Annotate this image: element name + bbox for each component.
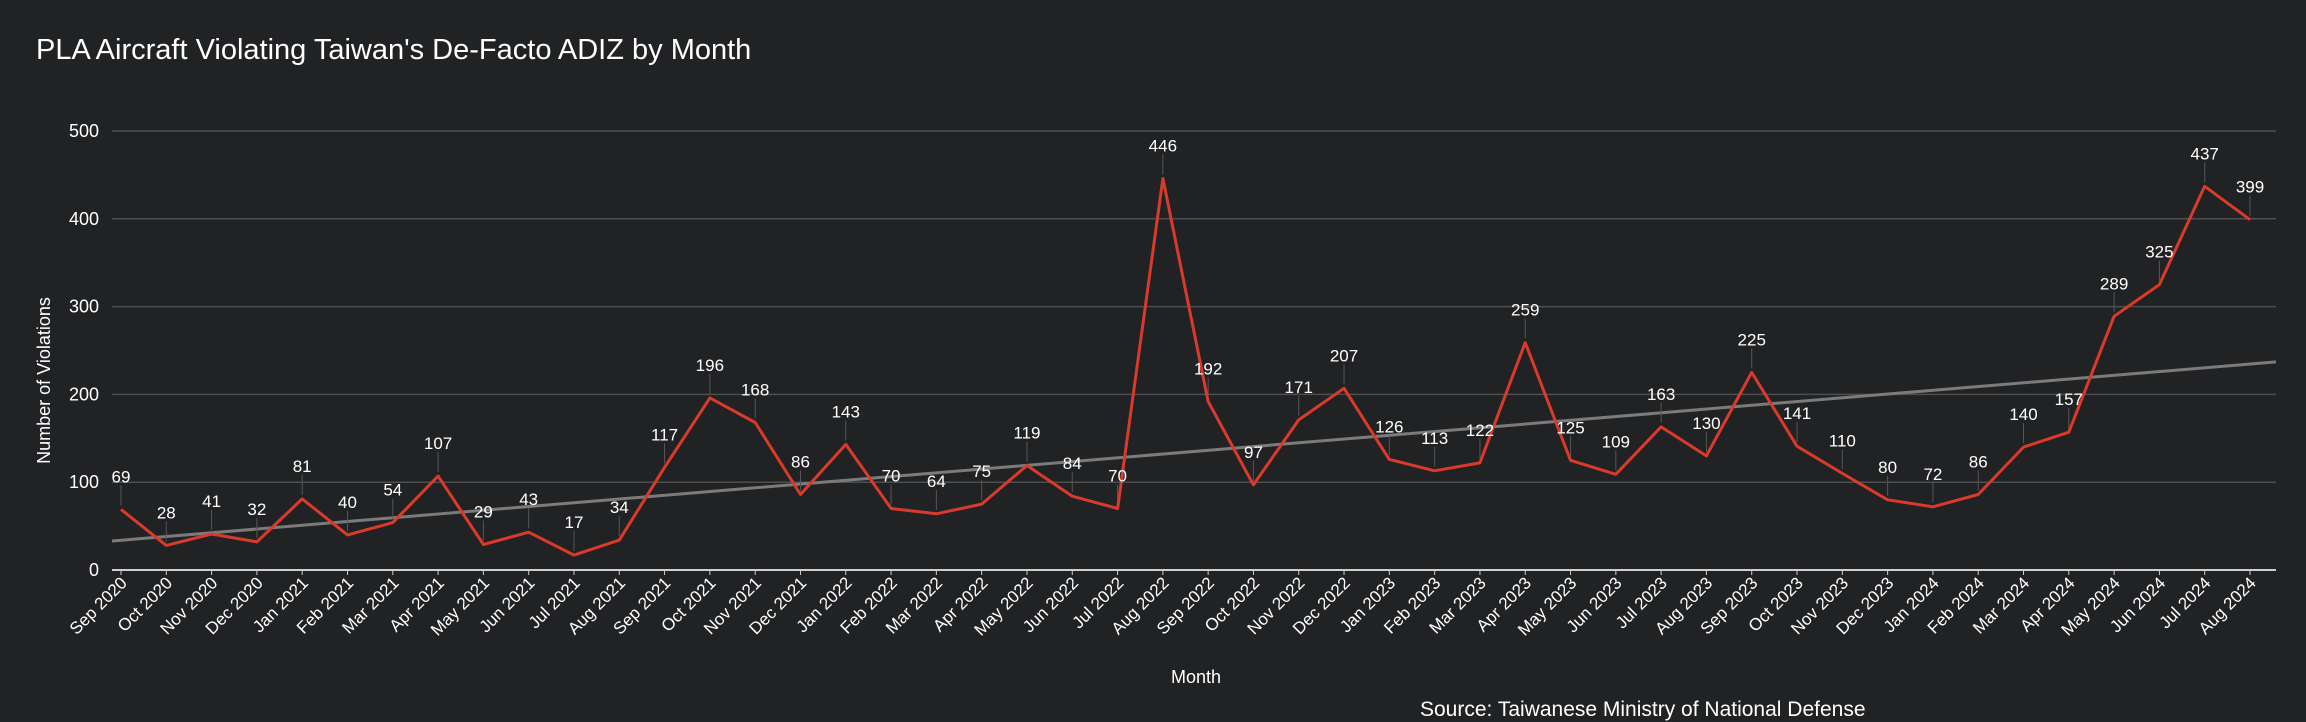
data-label: 168 <box>741 380 769 399</box>
data-label: 81 <box>293 457 312 476</box>
trendline <box>111 360 2277 543</box>
data-label: 64 <box>927 472 946 491</box>
data-label: 54 <box>383 481 402 500</box>
data-label: 70 <box>1108 467 1127 486</box>
trendline-layer <box>111 360 2277 543</box>
data-label: 437 <box>2191 144 2219 163</box>
data-label: 80 <box>1878 458 1897 477</box>
y-tick-label-200: 200 <box>69 384 99 404</box>
data-label: 41 <box>202 492 221 511</box>
data-label: 69 <box>112 467 131 486</box>
series-line <box>120 176 2251 557</box>
x-axis-title: Month <box>1171 667 1221 687</box>
data-label: 122 <box>1466 421 1494 440</box>
y-axis-ticks: 0 100 200 300 400 500 <box>69 121 99 580</box>
data-label: 141 <box>1783 404 1811 423</box>
data-label: 86 <box>1969 452 1988 471</box>
data-label: 171 <box>1285 378 1313 397</box>
data-label: 259 <box>1511 301 1539 320</box>
data-label: 125 <box>1556 418 1584 437</box>
series-line-layer <box>120 176 2251 557</box>
data-label: 72 <box>1923 465 1942 484</box>
data-label: 28 <box>157 503 176 522</box>
data-label: 43 <box>519 490 538 509</box>
data-label: 110 <box>1829 431 1856 450</box>
data-label: 143 <box>832 402 860 421</box>
source-note: Source: Taiwanese Ministry of National D… <box>1420 698 1866 721</box>
data-label: 109 <box>1602 432 1630 451</box>
data-label: 29 <box>474 503 493 522</box>
data-label: 17 <box>565 513 584 532</box>
data-label: 196 <box>696 356 724 375</box>
y-tick-label-500: 500 <box>69 121 99 141</box>
data-label: 446 <box>1149 136 1177 155</box>
data-label: 126 <box>1375 417 1403 436</box>
grid-lines <box>112 130 2276 483</box>
data-labels: 69 28 41 32 81 40 54 107 29 43 17 34 117 196 168 86 143 7… <box>112 136 2265 532</box>
data-label: 86 <box>791 452 810 471</box>
data-label: 140 <box>2009 405 2037 424</box>
data-label: 84 <box>1063 454 1082 473</box>
data-label: 70 <box>882 467 901 486</box>
y-tick-label-300: 300 <box>69 297 99 317</box>
y-axis-title: Number of Violations <box>34 297 54 464</box>
y-tick-label-400: 400 <box>69 209 99 229</box>
y-tick-label-100: 100 <box>69 472 99 492</box>
data-label: 107 <box>424 434 452 453</box>
y-tick-label-0: 0 <box>89 560 99 580</box>
data-label: 34 <box>610 498 629 517</box>
data-label: 97 <box>1244 443 1263 462</box>
data-label: 32 <box>247 500 266 519</box>
data-label: 207 <box>1330 346 1358 365</box>
data-label: 325 <box>2145 243 2173 262</box>
data-label: 75 <box>972 462 991 481</box>
data-label: 163 <box>1647 385 1675 404</box>
data-label: 113 <box>1421 429 1448 448</box>
data-label: 130 <box>1692 414 1720 433</box>
data-label: 117 <box>651 425 678 444</box>
data-label: 399 <box>2236 178 2264 197</box>
data-label: 225 <box>1738 330 1766 349</box>
data-label: 119 <box>1013 424 1040 443</box>
data-label: 40 <box>338 493 357 512</box>
data-label: 157 <box>2055 390 2083 409</box>
data-label: 192 <box>1194 359 1222 378</box>
data-label: 289 <box>2100 274 2128 293</box>
label-leaders <box>120 154 2251 552</box>
chart-title: PLA Aircraft Violating Taiwan's De-Facto… <box>36 34 751 66</box>
